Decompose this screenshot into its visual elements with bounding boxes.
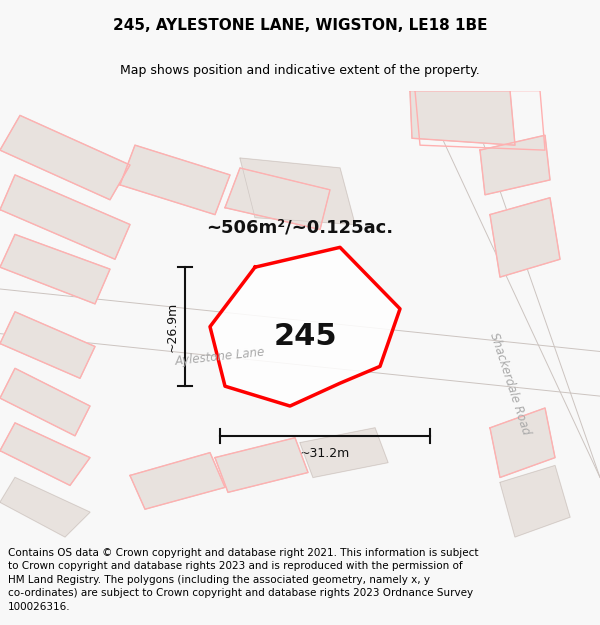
Polygon shape xyxy=(120,145,230,214)
Polygon shape xyxy=(0,368,90,436)
Polygon shape xyxy=(480,135,550,195)
Text: ~26.9m: ~26.9m xyxy=(166,301,179,352)
Polygon shape xyxy=(0,478,90,537)
Polygon shape xyxy=(0,116,130,200)
Polygon shape xyxy=(210,248,400,406)
Polygon shape xyxy=(0,289,600,396)
Text: Contains OS data © Crown copyright and database right 2021. This information is : Contains OS data © Crown copyright and d… xyxy=(8,548,478,612)
Polygon shape xyxy=(300,428,388,478)
Polygon shape xyxy=(410,91,515,145)
Polygon shape xyxy=(0,312,95,378)
Polygon shape xyxy=(420,351,465,396)
Text: 245, AYLESTONE LANE, WIGSTON, LE18 1BE: 245, AYLESTONE LANE, WIGSTON, LE18 1BE xyxy=(113,18,487,33)
Text: Map shows position and indicative extent of the property.: Map shows position and indicative extent… xyxy=(120,64,480,77)
Polygon shape xyxy=(420,396,465,478)
Text: Aylestone Lane: Aylestone Lane xyxy=(175,345,266,368)
Text: ~31.2m: ~31.2m xyxy=(300,447,350,460)
Polygon shape xyxy=(0,175,130,259)
Polygon shape xyxy=(225,168,330,229)
Polygon shape xyxy=(420,91,600,478)
Text: 245: 245 xyxy=(273,322,337,351)
Polygon shape xyxy=(130,452,225,509)
Polygon shape xyxy=(215,438,308,493)
Polygon shape xyxy=(0,234,110,304)
Polygon shape xyxy=(240,158,355,224)
Polygon shape xyxy=(490,198,560,277)
Text: Shackerdale Road: Shackerdale Road xyxy=(487,331,533,436)
Text: ~506m²/~0.125ac.: ~506m²/~0.125ac. xyxy=(206,219,394,236)
Polygon shape xyxy=(555,478,600,547)
Polygon shape xyxy=(0,423,90,486)
Polygon shape xyxy=(490,408,555,478)
Polygon shape xyxy=(500,466,570,537)
